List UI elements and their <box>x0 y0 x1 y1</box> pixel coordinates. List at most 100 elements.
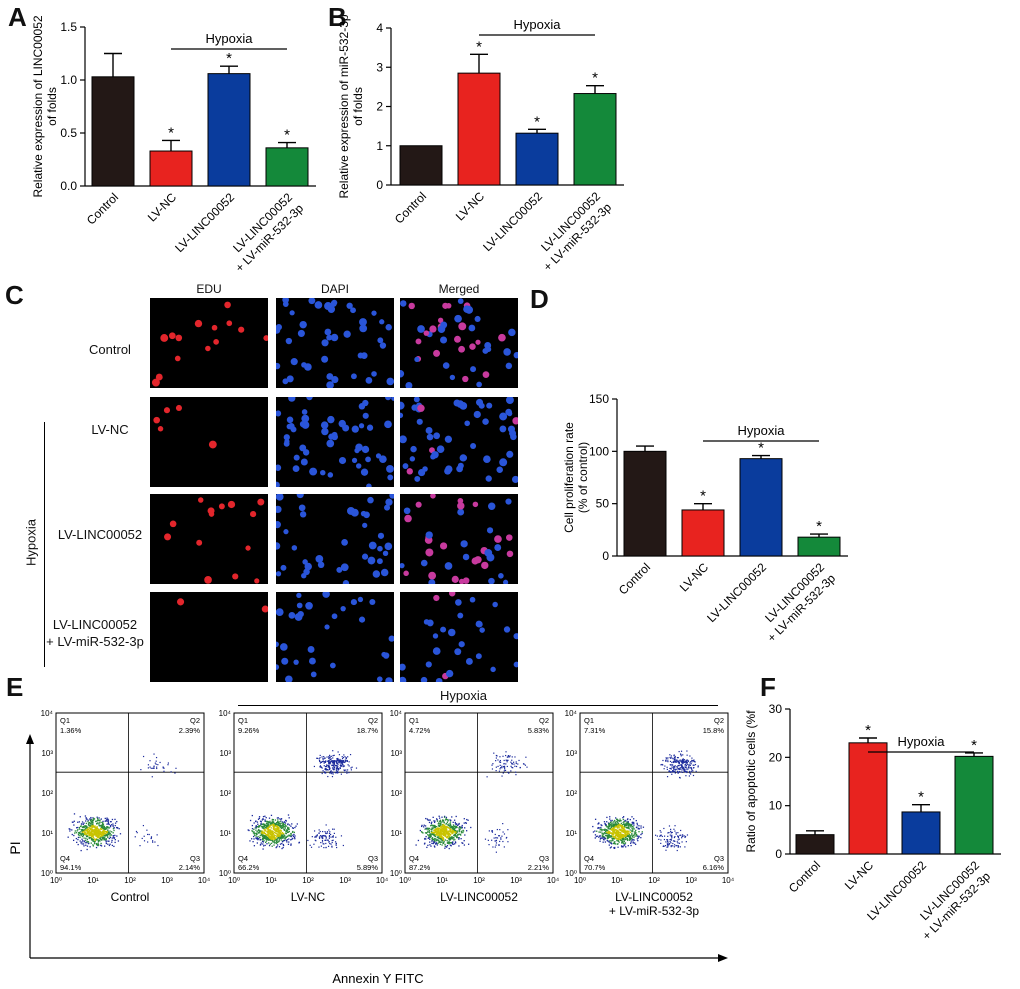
cell-nucleus <box>413 397 420 403</box>
event-dot <box>604 823 606 825</box>
event-dot <box>324 760 327 762</box>
event-dot <box>105 819 107 822</box>
event-dot <box>331 845 333 847</box>
event-dot <box>613 827 615 830</box>
event-dot <box>267 835 269 837</box>
event-dot <box>108 844 111 847</box>
event-dot <box>444 833 446 836</box>
event-dot <box>623 821 626 823</box>
event-dot <box>106 831 108 834</box>
event-dot <box>420 831 423 833</box>
event-dot <box>443 832 445 834</box>
cell-nucleus <box>400 401 405 410</box>
flow-plot-label: LV-NC <box>291 890 326 904</box>
event-dot <box>500 767 502 769</box>
event-dot <box>90 830 92 833</box>
event-dot <box>280 831 282 833</box>
event-dot <box>633 839 635 841</box>
cell-nucleus <box>157 426 164 432</box>
event-dot <box>285 825 288 827</box>
event-dot <box>102 823 105 825</box>
y-tick-label: 150 <box>589 392 609 406</box>
event-dot <box>99 830 102 833</box>
event-dot <box>284 832 287 834</box>
event-dot <box>682 761 684 763</box>
event-dot <box>608 832 610 834</box>
event-dot <box>264 841 267 844</box>
cell-nucleus <box>420 559 428 567</box>
event-dot <box>437 832 439 835</box>
event-dot <box>617 834 619 836</box>
cell-nucleus <box>343 330 351 338</box>
event-dot <box>273 837 275 839</box>
cell-nucleus <box>342 580 350 584</box>
event-dot <box>433 845 436 847</box>
event-dot <box>89 834 91 836</box>
event-dot <box>340 835 343 837</box>
event-dot <box>447 841 449 843</box>
event-dot <box>92 824 94 827</box>
category-label: LV-NC <box>677 560 711 594</box>
cell-nucleus <box>369 598 376 606</box>
event-dot <box>346 759 348 762</box>
event-dot <box>437 834 439 836</box>
event-dot <box>251 814 253 817</box>
event-dot <box>599 831 601 833</box>
event-dot <box>436 820 439 822</box>
x-tick-label: 10² <box>648 876 660 885</box>
event-dot <box>595 835 598 838</box>
event-dot <box>449 819 451 821</box>
event-dot <box>633 842 636 844</box>
event-dot <box>336 757 338 760</box>
event-dot <box>458 823 460 826</box>
event-dot <box>323 847 325 849</box>
event-dot <box>609 823 611 825</box>
cell-nucleus <box>366 424 374 431</box>
event-dot <box>451 842 454 844</box>
micrograph-merged-row0 <box>400 298 518 388</box>
event-dot <box>97 831 100 833</box>
event-dot <box>260 842 262 844</box>
hypoxia-vertical-label: Hypoxia <box>23 519 39 566</box>
panel-letter-e: E <box>6 672 24 702</box>
event-dot <box>506 756 508 758</box>
event-dot <box>341 756 343 758</box>
event-dot <box>283 839 285 842</box>
event-dot <box>630 824 632 826</box>
event-dot <box>444 839 447 841</box>
event-dot <box>681 841 683 843</box>
event-dot <box>621 836 623 838</box>
event-dot <box>271 837 273 839</box>
event-dot <box>261 825 263 828</box>
event-dot <box>277 819 279 821</box>
event-dot <box>143 835 145 837</box>
event-dot <box>504 769 507 772</box>
event-dot <box>346 772 348 774</box>
event-dot <box>329 756 331 758</box>
event-dot <box>615 831 617 833</box>
event-dot <box>341 762 344 764</box>
event-dot <box>685 761 687 763</box>
event-dot <box>102 831 105 833</box>
micrograph-dapi-row3 <box>276 592 394 682</box>
event-dot <box>95 831 97 833</box>
event-dot <box>458 837 460 839</box>
event-dot <box>616 835 619 838</box>
cell-nucleus <box>308 298 316 305</box>
cell-nucleus <box>507 410 513 417</box>
event-dot <box>272 828 275 830</box>
event-dot <box>98 817 100 819</box>
cell-nucleus <box>400 663 406 671</box>
event-dot <box>679 764 681 766</box>
event-dot <box>85 844 87 846</box>
event-dot <box>277 834 279 837</box>
event-dot <box>666 839 669 841</box>
event-dot <box>86 826 88 828</box>
event-dot <box>452 837 454 840</box>
event-dot <box>278 824 280 826</box>
event-dot <box>257 818 260 820</box>
event-dot <box>279 835 281 837</box>
event-dot <box>281 826 283 829</box>
event-dot <box>674 830 676 832</box>
